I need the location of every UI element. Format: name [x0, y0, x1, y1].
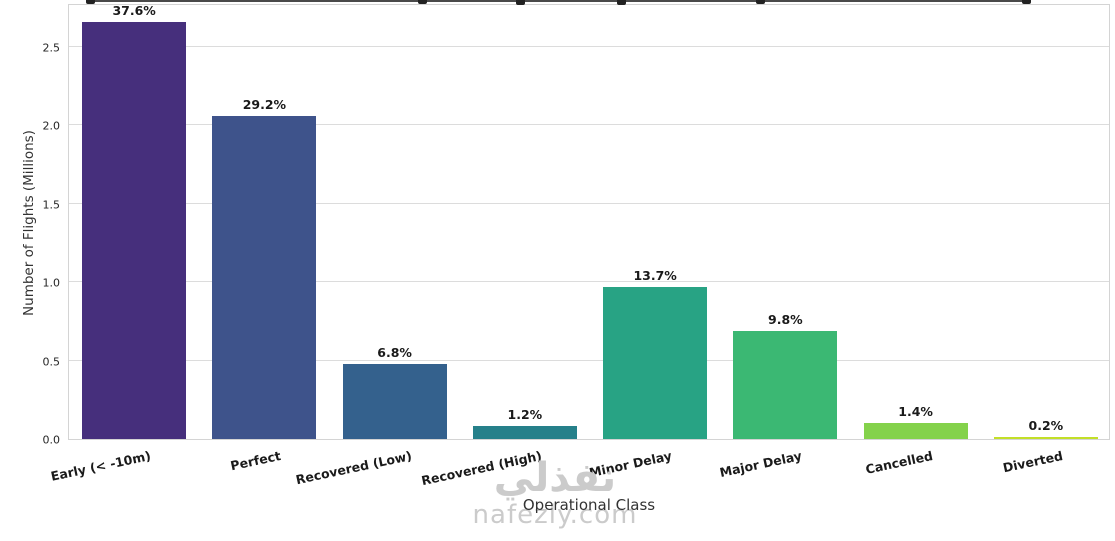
plot-area: 37.6% 29.2% 6.8% 1.2% 13.7% 9.8% 1.4% 0.2%	[68, 2, 1110, 440]
y-tick-label: 2.5	[42, 41, 61, 55]
clipped-title-descender	[516, 0, 525, 5]
clipped-title-baseline	[90, 0, 1030, 2]
bar-diverted	[993, 436, 1098, 439]
bar-cancelled	[863, 423, 968, 439]
x-axis-title: Operational Class	[522, 496, 656, 514]
watermark-domain-text: nafezly.com	[472, 500, 638, 530]
bar-percentage-label: 1.4%	[898, 404, 933, 420]
clipped-title-mark	[418, 0, 427, 4]
clipped-title-mark	[86, 0, 95, 4]
y-tick-label: 2.0	[42, 119, 61, 133]
bar-perfect	[212, 115, 317, 439]
bar-percentage-label: 0.2%	[1028, 417, 1064, 433]
y-tick-label: 1.0	[42, 276, 61, 290]
bar-minor-delay	[603, 286, 708, 439]
bar-percentage-label: 37.6%	[112, 2, 156, 18]
bar-early-10m	[82, 21, 187, 439]
gridline-1.0	[69, 281, 1109, 283]
clipped-title-descender	[617, 0, 626, 5]
clipped-title-mark	[756, 0, 765, 4]
gridline-2.0	[69, 124, 1109, 126]
bar-recovered-low	[342, 363, 447, 439]
gridline-0.5	[69, 359, 1109, 361]
bar-percentage-label: 6.8%	[377, 344, 412, 360]
bar-percentage-label: 9.8%	[768, 311, 803, 327]
bar-percentage-label: 29.2%	[242, 96, 287, 112]
bar-percentage-label: 1.2%	[507, 406, 543, 422]
y-tick-label: 0.0	[42, 433, 61, 447]
clipped-title-fragment	[0, 0, 1115, 5]
watermark: نفذلي nafezly.com	[405, 458, 705, 528]
gridline-2.5	[69, 45, 1109, 47]
bar-major-delay	[733, 330, 838, 439]
watermark-arabic-logo: نفذلي	[493, 455, 617, 501]
bar-percentage-label: 13.7%	[633, 267, 677, 283]
y-tick-label: 0.5	[42, 355, 61, 369]
y-tick-label: 1.5	[42, 198, 61, 212]
gridline-1.5	[69, 202, 1109, 204]
y-axis-title: Number of Flights (Millions)	[21, 130, 37, 316]
clipped-title-mark	[1022, 0, 1031, 4]
bar-recovered-high	[472, 425, 577, 439]
